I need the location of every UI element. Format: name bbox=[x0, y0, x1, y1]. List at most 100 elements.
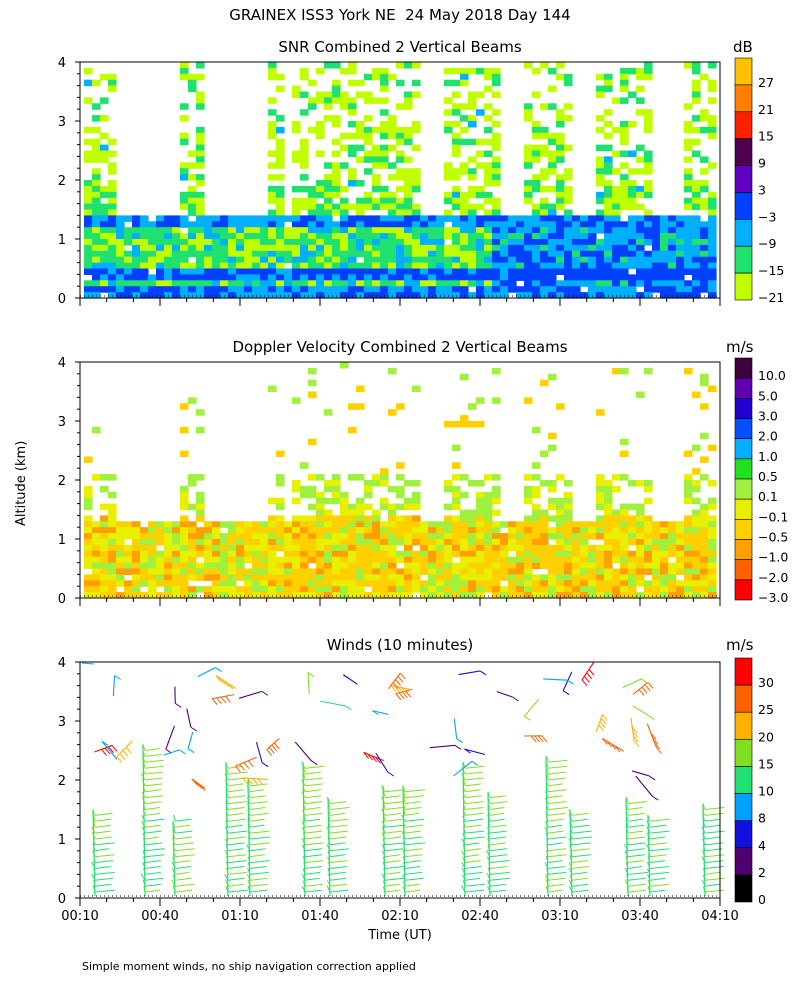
wind-barb-flag bbox=[398, 692, 405, 700]
snr-cell bbox=[276, 138, 285, 146]
snr-cell bbox=[364, 250, 373, 258]
snr-cell bbox=[324, 250, 333, 258]
wind-barb bbox=[453, 718, 458, 739]
y-tick-label: 4 bbox=[58, 356, 66, 371]
doppler-cell bbox=[276, 533, 285, 540]
snr-cell bbox=[292, 156, 301, 163]
doppler-cell bbox=[572, 556, 581, 564]
snr-cell bbox=[340, 256, 349, 264]
snr-cell bbox=[460, 209, 469, 216]
snr-cell bbox=[188, 280, 197, 287]
snr-cell bbox=[476, 274, 485, 281]
doppler-cell bbox=[332, 562, 341, 570]
snr-cell bbox=[708, 126, 717, 134]
snr-cell bbox=[436, 256, 445, 264]
snr-cell bbox=[356, 156, 365, 163]
snr-cell bbox=[100, 256, 109, 264]
doppler-cell bbox=[588, 592, 597, 599]
wind-barb bbox=[320, 700, 346, 707]
snr-cell bbox=[244, 286, 253, 293]
snr-cell bbox=[212, 244, 221, 252]
snr-cell bbox=[404, 97, 413, 104]
snr-cell bbox=[708, 62, 717, 69]
doppler-cell bbox=[540, 509, 549, 516]
doppler-cell bbox=[204, 527, 213, 534]
snr-cell bbox=[692, 85, 701, 93]
x-tick-label: 04:10 bbox=[701, 909, 738, 924]
snr-cell bbox=[700, 286, 709, 293]
snr-cell bbox=[420, 256, 429, 264]
snr-cell bbox=[116, 233, 125, 240]
snr-cell bbox=[460, 280, 469, 287]
doppler-cell bbox=[204, 533, 213, 540]
doppler-cell bbox=[92, 544, 101, 552]
snr-cell bbox=[604, 233, 613, 240]
doppler-cell bbox=[148, 562, 157, 570]
snr-cell bbox=[324, 233, 333, 240]
doppler-cell bbox=[92, 562, 101, 570]
snr-cell bbox=[460, 79, 469, 87]
snr-cell bbox=[604, 109, 613, 116]
doppler-cell bbox=[412, 586, 421, 593]
snr-cell bbox=[220, 292, 229, 299]
snr-cell bbox=[644, 256, 653, 264]
colorbar-label: 15 bbox=[758, 756, 774, 771]
wind-barb-flag bbox=[101, 749, 107, 756]
snr-cell bbox=[356, 233, 365, 240]
doppler-cell bbox=[404, 539, 413, 546]
doppler-cell bbox=[460, 574, 469, 581]
doppler-cell bbox=[276, 562, 285, 570]
doppler-cell bbox=[580, 592, 589, 599]
doppler-cell bbox=[620, 550, 629, 558]
wind-barb bbox=[464, 883, 485, 887]
doppler-cell bbox=[156, 580, 165, 587]
snr-cell bbox=[316, 280, 325, 287]
wind-barb-flag bbox=[342, 674, 350, 680]
doppler-cell bbox=[580, 556, 589, 564]
doppler-cell bbox=[612, 539, 621, 546]
doppler-cell bbox=[348, 592, 357, 599]
snr-cell bbox=[204, 274, 213, 281]
snr-cell bbox=[364, 168, 373, 175]
doppler-cell bbox=[436, 592, 445, 599]
snr-cell bbox=[364, 97, 373, 104]
snr-cell bbox=[484, 250, 493, 258]
doppler-cell bbox=[388, 521, 397, 528]
snr-cell bbox=[148, 274, 157, 281]
doppler-cell bbox=[220, 556, 229, 564]
snr-cell bbox=[276, 126, 285, 134]
doppler-cell bbox=[284, 556, 293, 564]
snr-cell bbox=[252, 256, 261, 264]
snr-cell bbox=[700, 156, 709, 163]
wind-barb bbox=[489, 801, 508, 805]
doppler-cell bbox=[412, 574, 421, 581]
wind-barb-flag bbox=[247, 760, 254, 768]
snr-cell bbox=[260, 221, 269, 228]
snr-cell bbox=[252, 233, 261, 240]
colorbar-label: 5.0 bbox=[758, 388, 778, 403]
snr-cell bbox=[92, 286, 101, 293]
snr-cell bbox=[332, 209, 341, 216]
snr-cell bbox=[396, 197, 405, 205]
snr-cell bbox=[556, 203, 565, 211]
doppler-cell bbox=[564, 568, 573, 575]
snr-cell bbox=[252, 215, 261, 222]
snr-cell bbox=[444, 97, 453, 104]
snr-cell bbox=[636, 292, 645, 299]
doppler-cell bbox=[556, 527, 565, 534]
snr-cell bbox=[324, 262, 333, 270]
snr-cell bbox=[476, 233, 485, 240]
wind-barb bbox=[404, 871, 423, 875]
doppler-cell bbox=[516, 592, 525, 599]
doppler-cell bbox=[100, 503, 109, 511]
snr-cell bbox=[660, 262, 669, 270]
wind-barb bbox=[562, 671, 573, 691]
wind-barb bbox=[649, 866, 670, 869]
snr-cell bbox=[276, 227, 285, 234]
doppler-cell bbox=[548, 503, 557, 511]
doppler-cell bbox=[420, 556, 429, 564]
doppler-cell bbox=[436, 527, 445, 534]
doppler-cell bbox=[196, 544, 205, 552]
snr-cell bbox=[116, 256, 125, 264]
wind-barb bbox=[464, 771, 483, 775]
